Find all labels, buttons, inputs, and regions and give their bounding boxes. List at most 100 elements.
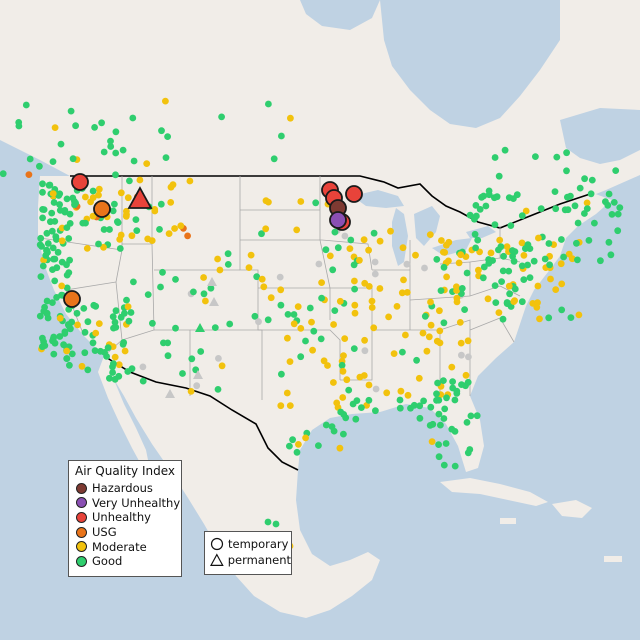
monitor-dot — [106, 374, 113, 382]
monitor-dot — [286, 442, 293, 450]
monitor-dot — [568, 255, 576, 263]
monitor-dot — [67, 107, 75, 115]
baja-land — [98, 356, 150, 470]
monitor-dot — [218, 362, 226, 370]
monitor-dot — [443, 241, 450, 249]
monitor-dot — [420, 397, 427, 405]
monitor-dot — [117, 189, 125, 197]
monitor-dot — [56, 201, 63, 208]
monitor-dot — [368, 297, 376, 305]
legend-item-moderate: Moderate — [69, 539, 181, 554]
legend-item-usg: USG — [69, 525, 181, 540]
monitor-dot — [438, 237, 445, 244]
monitor-dot — [39, 180, 46, 188]
monitor-dot — [214, 386, 222, 393]
monitor-dot — [127, 309, 135, 316]
monitor-dot — [124, 194, 132, 202]
monitor-dot — [541, 255, 549, 263]
monitor-dot — [80, 305, 88, 312]
monitor-dot — [507, 222, 515, 230]
aqi-legend: Air Quality Index Hazardous Very Unhealt… — [68, 460, 182, 577]
monitor-dot — [49, 266, 56, 273]
monitor-dot — [510, 298, 518, 305]
monitor-dot — [330, 379, 337, 386]
monitor-dot — [462, 371, 470, 379]
monitor-dot — [448, 425, 456, 433]
monitor-dot — [511, 285, 519, 293]
monitor-dot — [581, 175, 588, 183]
legend-label: Moderate — [92, 539, 147, 554]
monitor-dot — [425, 333, 433, 341]
monitor-dot — [49, 158, 57, 166]
legend-item-very-unhealthy: Very Unhealthy — [69, 496, 181, 511]
monitor-dot — [558, 280, 566, 288]
monitor-dot — [552, 205, 560, 213]
monitor-dot — [416, 414, 424, 422]
monitor-dot — [326, 252, 334, 260]
hudson-bay — [380, 0, 560, 128]
monitor-dot — [585, 237, 593, 244]
monitor-dot — [351, 277, 358, 285]
monitor-dot — [65, 321, 72, 329]
very-unhealthy-temporary-marker — [329, 211, 347, 229]
monitor-dot — [571, 202, 579, 210]
monitor-dot — [433, 390, 440, 398]
monitor-dot — [40, 307, 48, 315]
monitor-dot — [171, 225, 179, 232]
monitor-dot — [455, 259, 463, 267]
monitor-dot — [133, 227, 141, 235]
usg-swatch — [76, 526, 87, 538]
monitor-dot — [287, 114, 294, 122]
monitor-dot — [78, 362, 86, 370]
monitor-dot — [372, 407, 379, 415]
monitor-dot — [576, 184, 584, 192]
monitor-dot — [69, 194, 77, 202]
monitor-dot — [58, 282, 66, 290]
monitor-dot — [162, 154, 170, 162]
monitor-dot — [604, 201, 612, 209]
monitor-dot — [49, 299, 56, 306]
monitor-dot — [58, 237, 66, 245]
monitor-dot — [52, 233, 60, 241]
shape-legend: temporary permanent — [204, 531, 292, 575]
monitor-dot — [277, 301, 285, 309]
monitor-dot — [587, 190, 595, 198]
monitor-dot — [361, 336, 368, 344]
monitor-dot — [121, 310, 128, 317]
monitor-dot — [443, 273, 450, 281]
legend-title: Air Quality Index — [74, 464, 176, 478]
monitor-dot — [360, 236, 368, 244]
monitor-dot — [56, 333, 64, 340]
monitor-dot — [111, 353, 119, 361]
monitor-dot — [121, 347, 129, 355]
monitor-dot — [462, 253, 470, 260]
monitor-dot — [416, 402, 424, 410]
monitor-dot — [39, 206, 46, 213]
monitor-dot — [186, 177, 194, 185]
monitor-dot — [123, 296, 130, 304]
monitor-dot — [491, 282, 499, 289]
monitor-dot — [498, 278, 505, 285]
monitor-dot — [66, 361, 73, 369]
monitor-dot — [491, 154, 499, 161]
monitor-dot — [399, 348, 406, 356]
monitor-dot — [95, 185, 103, 193]
monitor-dot — [91, 347, 99, 354]
monitor-dot — [503, 243, 511, 251]
monitor-dot — [365, 283, 373, 290]
monitor-dot — [397, 387, 405, 395]
monitor-dot — [293, 448, 301, 456]
monitor-dot — [139, 363, 147, 371]
monitor-dot — [193, 382, 201, 390]
monitor-dot — [497, 243, 505, 251]
monitor-dot — [464, 337, 472, 345]
monitor-dot — [202, 297, 209, 305]
monitor-dot — [245, 264, 253, 271]
monitor-dot — [216, 266, 224, 274]
monitor-dot — [130, 157, 138, 165]
monitor-dot — [476, 206, 484, 213]
monitor-dot — [258, 230, 265, 238]
monitor-dot — [91, 124, 98, 131]
monitor-dot — [164, 352, 172, 360]
